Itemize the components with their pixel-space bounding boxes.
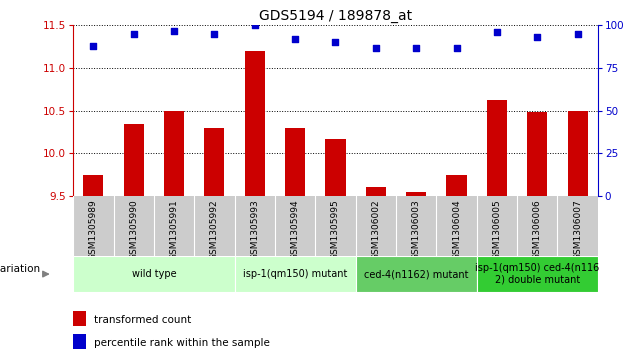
Point (169, 28, 179, 33)
Point (532, 34, 543, 40)
Text: GSM1305991: GSM1305991 (170, 199, 179, 260)
Point (331, 40, 341, 45)
Point (209, 31, 219, 37)
Text: GSM1305994: GSM1305994 (291, 199, 300, 260)
Point (250, 23, 260, 28)
Bar (326, 139, 345, 196)
Text: isp-1(qm150) ced-4(n116
2) double mutant: isp-1(qm150) ced-4(n116 2) double mutant (475, 263, 599, 285)
Text: GSM1306007: GSM1306007 (573, 199, 582, 260)
Bar (245, 51, 265, 196)
Title: GDS5194 / 189878_at: GDS5194 / 189878_at (259, 9, 412, 23)
Bar (285, 128, 305, 196)
Point (290, 36, 300, 42)
Bar (73, 311, 86, 326)
Text: GSM1306002: GSM1306002 (371, 199, 380, 260)
Point (572, 31, 583, 37)
Text: GSM1305993: GSM1305993 (251, 199, 259, 260)
Bar (406, 192, 426, 196)
Text: GSM1305995: GSM1305995 (331, 199, 340, 260)
Bar (527, 113, 548, 196)
Point (128, 31, 139, 37)
Text: GSM1306006: GSM1306006 (533, 199, 542, 260)
Bar (477, 256, 598, 292)
Bar (487, 101, 507, 196)
Bar (235, 256, 356, 292)
Text: wild type: wild type (132, 269, 176, 279)
Bar (123, 123, 144, 196)
Point (492, 29, 502, 35)
Bar (73, 256, 235, 292)
Bar (366, 188, 386, 196)
Text: transformed count: transformed count (94, 315, 191, 325)
Bar (204, 128, 225, 196)
Text: ced-4(n1162) mutant: ced-4(n1162) mutant (364, 269, 469, 279)
Point (88, 43, 99, 49)
Text: GSM1305990: GSM1305990 (129, 199, 138, 260)
Text: GSM1306004: GSM1306004 (452, 199, 461, 260)
Text: GSM1306005: GSM1306005 (492, 199, 501, 260)
Text: GSM1305992: GSM1305992 (210, 199, 219, 260)
Text: isp-1(qm150) mutant: isp-1(qm150) mutant (243, 269, 347, 279)
Bar (356, 256, 477, 292)
Text: GSM1306003: GSM1306003 (411, 199, 420, 260)
Bar (164, 111, 184, 196)
Text: percentile rank within the sample: percentile rank within the sample (94, 338, 270, 348)
Bar (83, 175, 104, 196)
Bar (73, 334, 86, 349)
Text: genotype/variation: genotype/variation (0, 264, 40, 274)
Bar (446, 175, 467, 196)
Point (371, 45, 381, 50)
Bar (567, 111, 588, 196)
Text: GSM1305989: GSM1305989 (89, 199, 98, 260)
Point (452, 45, 462, 50)
Point (411, 45, 421, 50)
